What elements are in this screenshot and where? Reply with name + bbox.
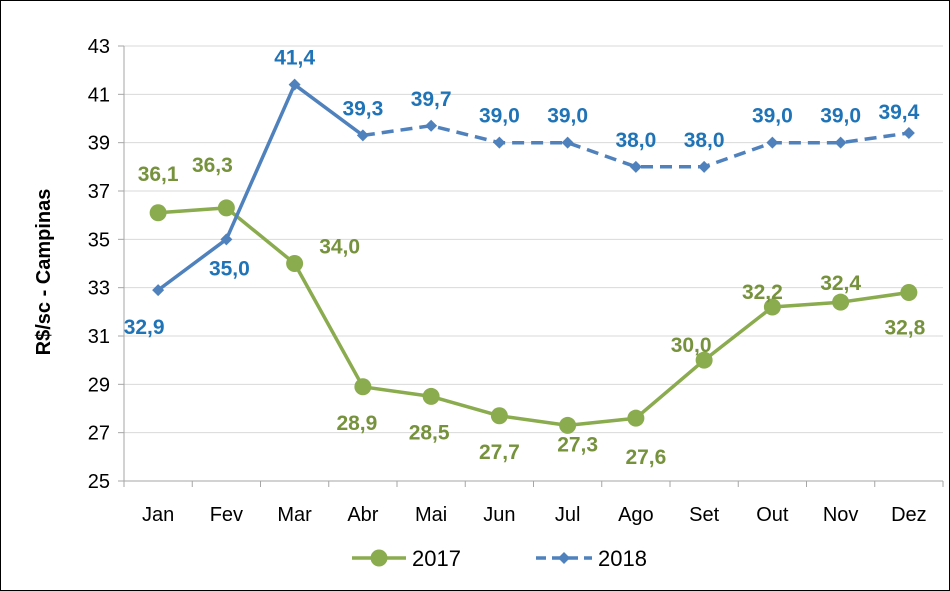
data-label-2017: 32,2 <box>742 281 783 304</box>
y-tick-label: 33 <box>88 278 110 300</box>
series-2018-point <box>698 160 711 173</box>
x-tick-label: Out <box>756 504 789 526</box>
series-2017-line <box>157 206 910 428</box>
legend-2018-marker <box>558 552 570 564</box>
y-tick-label: 27 <box>88 423 110 445</box>
y-tick-label: 39 <box>88 133 110 155</box>
series-2017-point <box>149 204 167 222</box>
x-tick-label: Jul <box>555 504 581 526</box>
series-2018-point <box>288 78 301 91</box>
data-label-2018: 39,0 <box>547 105 588 128</box>
legend-2018-label: 2018 <box>598 546 647 571</box>
series-2017-point <box>286 255 304 272</box>
data-label-2018: 39,0 <box>820 105 861 128</box>
series-2018-line-dashed <box>362 123 910 169</box>
x-tick-label: Jun <box>483 504 515 526</box>
data-label-2018: 32,9 <box>124 316 165 339</box>
series-2018-point <box>425 119 438 132</box>
legend: 2017 2018 <box>352 546 647 571</box>
x-tick-label: Fev <box>210 504 243 526</box>
x-tick-label: Ago <box>618 504 654 526</box>
data-label-2017: 30,0 <box>671 334 712 357</box>
series-2018-line-solid <box>157 82 364 292</box>
data-label-2018: 39,3 <box>342 97 383 120</box>
series-2018-point <box>356 129 369 142</box>
y-tick-label: 29 <box>88 374 110 396</box>
legend-2017-label: 2017 <box>412 546 461 571</box>
y-tick-label: 43 <box>88 36 110 58</box>
y-tick-labels: 25 27 29 31 33 35 37 39 41 43 <box>88 36 110 493</box>
y-tick-label: 35 <box>88 229 110 251</box>
x-tick-label: Jan <box>142 504 174 526</box>
series-markers <box>149 78 918 434</box>
series-2018-point <box>834 136 847 149</box>
data-label-2018: 39,0 <box>479 105 520 128</box>
data-label-2017: 32,4 <box>820 272 861 295</box>
series-2017-point <box>559 416 577 434</box>
data-label-2018: 39,7 <box>411 88 452 111</box>
series-2018-point <box>629 160 642 173</box>
data-label-2018: 41,4 <box>274 47 315 70</box>
data-label-2017: 27,6 <box>625 446 666 469</box>
data-label-2017: 28,9 <box>336 412 377 435</box>
series-2018-point <box>152 284 165 297</box>
series-2017-point <box>354 378 372 396</box>
series-2018-point <box>493 136 506 149</box>
x-tick-label: Mai <box>415 504 447 526</box>
series-2017-point <box>832 293 850 311</box>
x-tick-label: Nov <box>823 504 859 526</box>
axes <box>118 45 944 487</box>
data-label-2018: 38,0 <box>684 129 725 152</box>
data-label-2018: 38,0 <box>615 129 656 152</box>
x-tick-label: Abr <box>347 504 378 526</box>
y-tick-label: 41 <box>88 84 110 106</box>
x-tick-label: Mar <box>277 504 312 526</box>
series-2018-point <box>561 136 574 149</box>
data-label-2017: 34,0 <box>319 236 360 259</box>
series-2017-point <box>900 284 918 301</box>
data-label-2017: 36,1 <box>138 163 179 186</box>
y-axis-label: R$/sc - Campinas <box>33 189 55 356</box>
series-2017-point <box>627 409 645 427</box>
series-2017-point <box>422 387 440 405</box>
y-tick-label: 37 <box>88 181 110 203</box>
series-2018-point <box>902 127 915 139</box>
legend-2017-marker <box>370 549 388 567</box>
series-2018-point <box>220 233 233 246</box>
series-lines <box>157 82 910 428</box>
data-label-2017: 27,3 <box>557 433 598 456</box>
data-label-2018: 35,0 <box>209 257 250 280</box>
series-2018-point <box>766 136 779 149</box>
data-label-2018: 39,0 <box>752 105 793 128</box>
y-tick-label: 31 <box>88 326 110 348</box>
x-tick-labels: Jan Fev Mar Abr Mai Jun Jul Ago Set Out Nov Dez <box>142 504 927 526</box>
data-label-2017: 28,5 <box>409 421 450 444</box>
x-tick-label: Set <box>689 504 719 526</box>
data-labels: 36,1 36,3 34,0 28,9 28,5 27,7 27,3 27,6 30,0 32,2… <box>124 47 926 469</box>
data-label-2017: 32,8 <box>884 317 925 340</box>
series-2017-point <box>763 298 781 316</box>
data-label-2017: 36,3 <box>192 154 233 177</box>
series-2017-point <box>490 407 508 425</box>
series-2017-point <box>217 199 235 217</box>
data-label-2017: 27,7 <box>479 441 520 464</box>
x-tick-label: Dez <box>891 504 927 526</box>
data-label-2018: 39,4 <box>878 101 919 124</box>
y-tick-label: 25 <box>88 471 110 493</box>
series-2017-point <box>695 351 713 369</box>
